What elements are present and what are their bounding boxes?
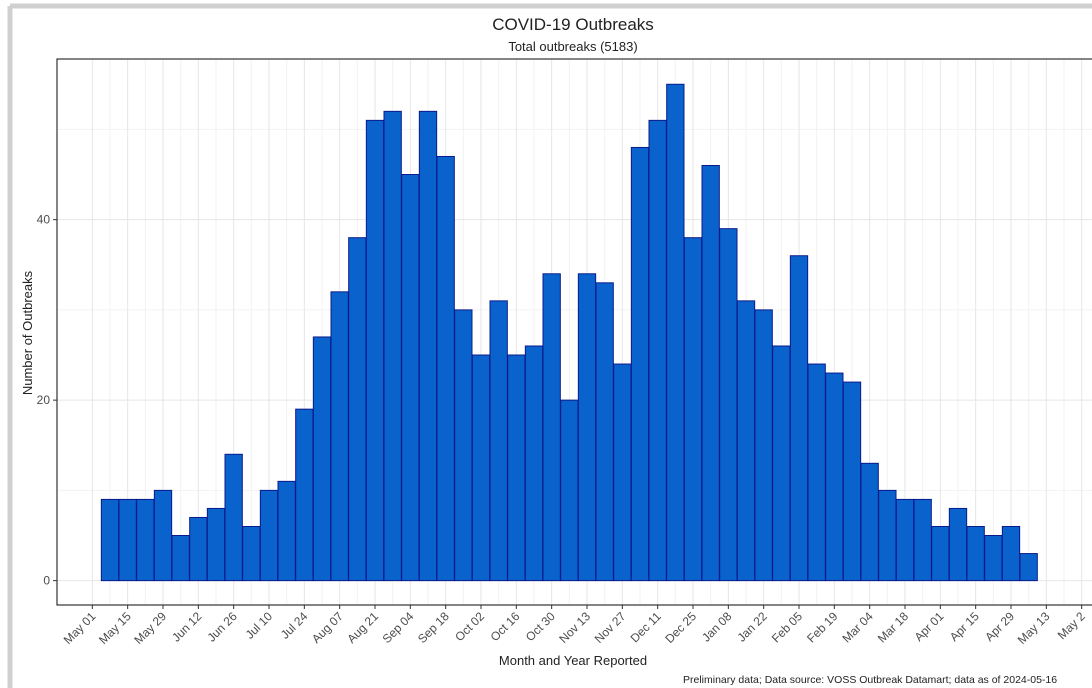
bar [772, 345, 791, 582]
bar [436, 155, 455, 582]
y-tick-label: 0 [43, 574, 50, 588]
bar [277, 480, 296, 582]
x-tick-label: Nov 27 [592, 609, 629, 646]
bar [401, 174, 420, 582]
x-tick-label: Nov 13 [556, 609, 593, 646]
x-tick-label: Oct 30 [523, 609, 558, 644]
x-tick-label: Sep 04 [380, 609, 417, 646]
bar [966, 525, 985, 582]
x-tick-label: Jan 22 [734, 609, 770, 645]
bar [365, 119, 385, 582]
bar [242, 525, 261, 582]
x-tick-label: Feb 05 [769, 609, 806, 646]
bar [348, 237, 367, 582]
bar [736, 300, 756, 582]
bar [595, 282, 614, 582]
bar [189, 516, 208, 582]
bar [153, 489, 173, 582]
x-tick-label: May 29 [131, 609, 169, 647]
bar [560, 399, 579, 582]
x-tick-label: Dec 11 [628, 609, 664, 645]
bar [383, 110, 402, 582]
bar [842, 381, 862, 582]
x-tick-label: Apr 01 [912, 609, 947, 644]
bar [860, 462, 879, 582]
y-tick-label: 40 [37, 213, 51, 227]
bar [630, 146, 650, 582]
bar [948, 507, 968, 582]
x-tick-label: Feb 19 [804, 609, 841, 646]
x-tick-label: Jan 08 [699, 609, 735, 645]
x-tick-label: Oct 02 [452, 609, 487, 644]
x-tick-label: May 15 [96, 609, 134, 647]
bar [913, 498, 932, 582]
bar [683, 237, 703, 582]
bar [489, 300, 508, 582]
x-tick-label: Dec 25 [662, 609, 699, 646]
chart-subtitle: Total outbreaks (5183) [508, 39, 637, 54]
bar [701, 164, 720, 582]
bar [666, 83, 685, 582]
bar [471, 354, 491, 582]
x-tick-label: Aug 07 [309, 609, 346, 646]
bar [507, 354, 526, 582]
x-tick-label: May 2 [1055, 609, 1088, 642]
x-tick-label: Sep 18 [415, 609, 452, 646]
bar [807, 363, 826, 582]
x-tick-label: Jul 10 [243, 609, 276, 642]
bar [984, 535, 1003, 582]
bar [719, 228, 738, 582]
bar [312, 336, 332, 582]
bar [295, 408, 314, 582]
bar [613, 363, 632, 582]
x-tick-label: Jul 24 [278, 609, 311, 642]
bar [454, 309, 473, 582]
bar [330, 291, 349, 582]
bar [931, 525, 950, 582]
bar [100, 498, 120, 582]
x-tick-label: Jun 12 [169, 609, 205, 645]
x-tick-label: Mar 04 [839, 609, 876, 646]
bar [825, 372, 844, 582]
bar [1001, 525, 1021, 582]
bar [878, 489, 897, 582]
bar [1019, 553, 1038, 582]
bar [895, 498, 915, 582]
chart-title: COVID-19 Outbreaks [492, 15, 654, 34]
bar [224, 453, 243, 582]
x-tick-label: Apr 29 [982, 609, 1017, 644]
bar [418, 110, 438, 582]
x-tick-label: Jun 26 [204, 609, 240, 645]
x-tick-label: May 01 [61, 609, 99, 647]
x-tick-label: Oct 16 [488, 609, 523, 644]
bar [206, 507, 226, 582]
bar [171, 535, 190, 582]
bar [136, 498, 155, 582]
bar [577, 273, 597, 582]
bar [754, 309, 773, 582]
bar [542, 273, 561, 582]
bar [118, 498, 137, 582]
footnote: Preliminary data; Data source: VOSS Outb… [683, 674, 1057, 686]
bar [648, 119, 667, 582]
bar [789, 255, 809, 582]
bar [524, 345, 544, 582]
x-tick-label: Apr 15 [947, 609, 982, 644]
bar [259, 489, 279, 582]
y-tick-label: 20 [37, 393, 51, 407]
x-tick-label: May 13 [1015, 609, 1053, 647]
y-axis-label: Number of Outbreaks [20, 270, 35, 395]
x-axis-label: Month and Year Reported [499, 653, 647, 668]
x-tick-label: Aug 21 [344, 609, 381, 646]
x-tick-label: Mar 18 [875, 609, 912, 646]
